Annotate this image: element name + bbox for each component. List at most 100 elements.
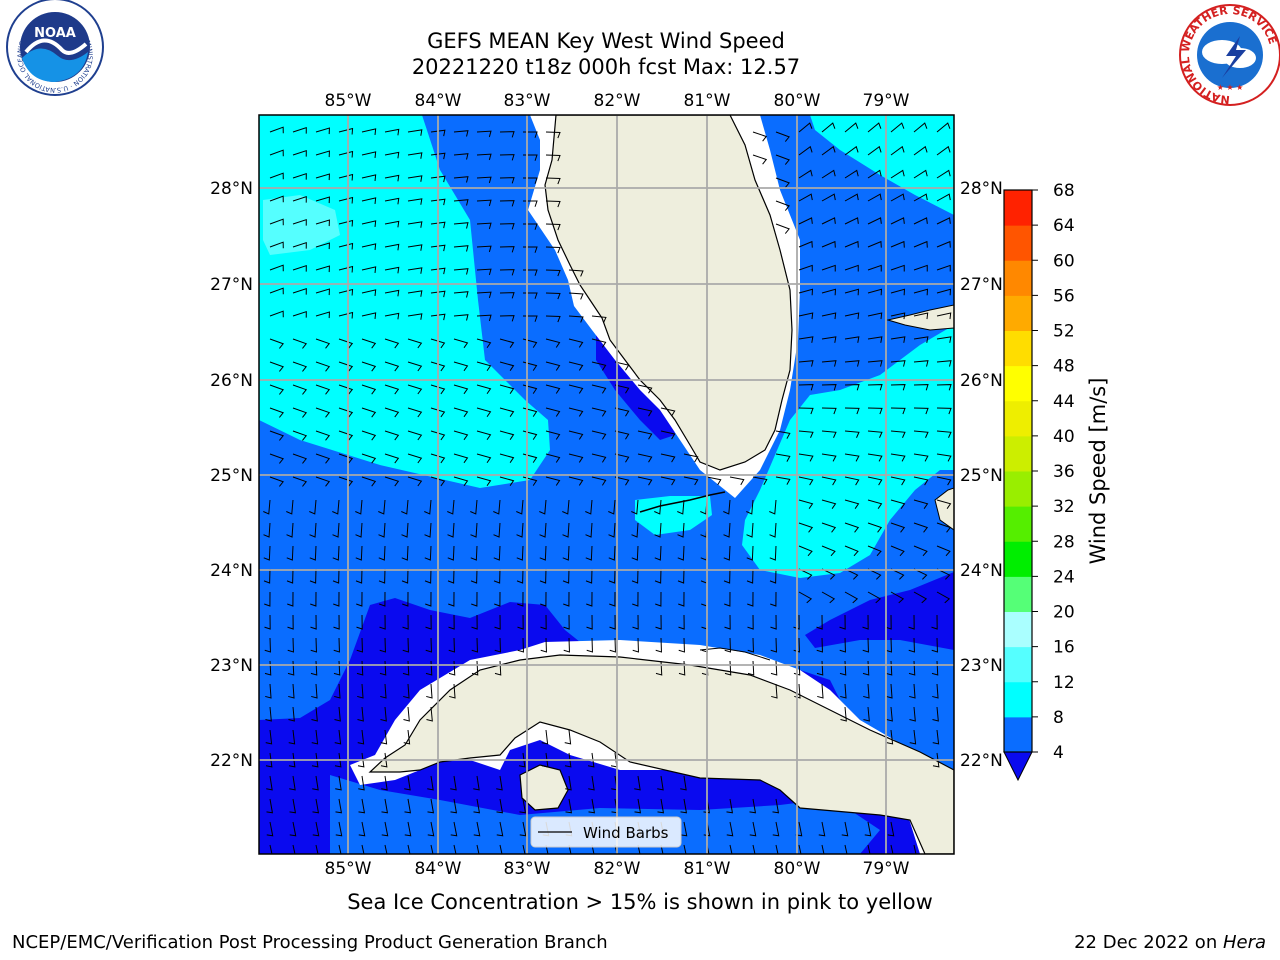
wind-barb	[493, 499, 501, 515]
wind-barb	[752, 154, 768, 165]
wind-barb	[798, 336, 814, 343]
wind-barb	[335, 821, 343, 837]
wind-barb	[729, 476, 745, 486]
top-lon-labels: 85°W 84°W 83°W 82°W 81°W 80°W 79°W	[325, 91, 910, 111]
wind-barb	[453, 245, 469, 252]
lat-label-left: 22°N	[210, 751, 253, 771]
wind-barb	[747, 614, 754, 630]
wind-barb	[315, 288, 330, 296]
wind-barb	[890, 264, 905, 272]
wind-barb	[361, 430, 377, 441]
wind-barb	[770, 614, 777, 630]
wind-barb	[378, 545, 386, 561]
wind-barb	[265, 706, 272, 722]
wind-barb	[591, 453, 607, 463]
wind-barb	[430, 152, 446, 160]
wind-barb	[269, 264, 284, 272]
wind-barb	[310, 614, 317, 630]
wind-barb	[407, 338, 423, 349]
wind-barb	[449, 683, 456, 699]
wind-barb	[821, 499, 837, 509]
wind-barb	[746, 522, 754, 538]
wind-barb	[817, 683, 824, 699]
wind-barb	[540, 591, 547, 607]
wind-barb	[844, 288, 860, 296]
wind-barb	[404, 798, 412, 814]
wind-barb	[844, 193, 859, 202]
wind-barb	[292, 241, 307, 249]
wind-barb	[470, 522, 478, 538]
wind-barb	[338, 288, 354, 296]
wind-barb	[402, 637, 409, 653]
lon-label-top: 79°W	[863, 91, 910, 111]
wind-barb	[821, 407, 837, 415]
colorbar-segment	[1004, 190, 1032, 226]
wind-barb	[471, 591, 478, 607]
wind-barb	[378, 499, 386, 515]
wind-barb	[867, 568, 882, 580]
wind-barb	[356, 614, 363, 630]
wind-barb	[407, 152, 423, 159]
wind-barb	[447, 499, 455, 515]
wind-barb	[614, 430, 630, 440]
wind-barb	[338, 476, 354, 487]
wind-barb	[338, 242, 354, 250]
wind-barb	[840, 683, 847, 699]
wind-barb	[798, 193, 813, 202]
wind-barb	[637, 453, 653, 463]
wind-barb	[338, 219, 354, 227]
wind-barb	[821, 476, 837, 486]
wind-barb	[332, 499, 340, 515]
wind-barb	[292, 476, 308, 487]
wind-barb	[499, 844, 503, 854]
wind-barb	[798, 288, 814, 296]
wind-barb	[798, 217, 813, 225]
wind-barb	[591, 361, 607, 371]
wind-barb	[798, 407, 814, 415]
wind-barb	[499, 476, 515, 486]
wind-barb	[798, 240, 813, 248]
colorbar-tick-label: 60	[1053, 251, 1075, 271]
colorbar-tick-label: 4	[1053, 743, 1064, 763]
wind-barb	[867, 217, 882, 225]
wind-barb	[821, 360, 837, 367]
wind-barb	[378, 568, 386, 584]
wind-barb	[471, 637, 478, 653]
colorbar-segment	[1004, 506, 1032, 542]
wind-barb	[657, 775, 664, 791]
wind-barb	[476, 222, 492, 230]
bottom-lon-labels: 85°W 84°W 83°W 82°W 81°W 80°W 79°W	[325, 859, 910, 879]
wind-barb	[361, 243, 377, 250]
colorbar-segment	[1004, 365, 1032, 402]
wind-barb	[516, 545, 524, 561]
wind-barb	[726, 821, 734, 837]
wind-barb	[752, 844, 756, 854]
wind-barb	[844, 264, 859, 272]
wind-barb	[315, 219, 330, 227]
wind-barb	[909, 729, 917, 745]
wind-barb	[292, 844, 296, 854]
wind-barb	[407, 844, 411, 854]
wind-barb	[769, 568, 777, 584]
wind-barb	[384, 312, 400, 320]
wind-barb	[746, 568, 754, 584]
wind-barb	[499, 177, 515, 184]
wind-barb	[426, 706, 433, 722]
wind-barb	[654, 522, 662, 538]
wind-barb	[816, 637, 823, 653]
wind-barb	[450, 775, 457, 791]
florida-landmass	[544, 115, 793, 471]
colorbar-segment	[1004, 400, 1032, 437]
wind-barb	[334, 683, 341, 699]
colorbar-tick-label: 36	[1053, 462, 1075, 482]
wind-barb	[798, 122, 813, 133]
wind-barb	[614, 453, 630, 463]
wind-barb	[867, 336, 883, 343]
wind-barb	[312, 775, 319, 791]
wind-barb	[384, 243, 400, 251]
wind-barb	[499, 338, 515, 348]
wind-barb	[427, 821, 435, 837]
wind-barb	[867, 288, 883, 296]
wind-barb	[476, 407, 492, 418]
colorbar-label: Wind Speed [m/s]	[1086, 378, 1110, 565]
